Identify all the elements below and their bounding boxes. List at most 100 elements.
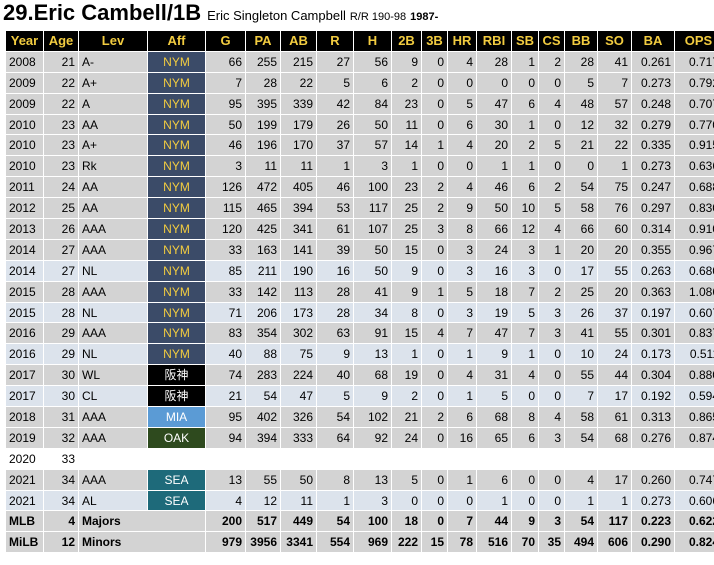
year-cell: 2015 bbox=[5, 280, 44, 303]
stat-cell: 3 bbox=[511, 238, 539, 261]
stat-cell: 23 bbox=[391, 92, 422, 115]
stat-cell: 1 bbox=[476, 155, 512, 178]
stat-cell: 33 bbox=[205, 238, 246, 261]
stat-cell: 120 bbox=[205, 218, 246, 240]
stat-cell: 0 bbox=[391, 489, 422, 512]
column-header: Lev bbox=[78, 30, 148, 52]
stat-cell: 18 bbox=[476, 280, 512, 303]
stat-cell: 339 bbox=[280, 92, 317, 115]
stat-cell: 3 bbox=[205, 155, 246, 178]
stat-cell: 341 bbox=[280, 218, 317, 240]
stat-cell: 41 bbox=[353, 280, 392, 303]
stat-cell: 8 bbox=[447, 218, 477, 240]
totals-stat: 554 bbox=[316, 531, 354, 554]
stat-cell: 1 bbox=[597, 489, 632, 512]
totals-stat: 54 bbox=[564, 510, 598, 533]
stat-cell: 0.770 bbox=[674, 113, 714, 136]
stat-cell: 102 bbox=[353, 406, 392, 428]
affiliate-badge: 阪神 bbox=[147, 385, 206, 408]
stat-cell: 61 bbox=[597, 406, 632, 428]
stat-cell: 83 bbox=[205, 322, 246, 345]
stat-cell: 0.276 bbox=[631, 426, 675, 449]
stat-cell: 7 bbox=[597, 71, 632, 94]
stat-cell: 12 bbox=[511, 218, 539, 240]
column-header: SO bbox=[597, 30, 632, 52]
level-cell: NL bbox=[78, 259, 148, 282]
stat-cell: 0.363 bbox=[631, 280, 675, 303]
stat-cell: 3 bbox=[511, 259, 539, 282]
stat-cell: 4 bbox=[538, 218, 565, 240]
level-cell: AAA bbox=[78, 238, 148, 261]
stat-cell bbox=[205, 447, 246, 470]
stat-cell: 6 bbox=[447, 406, 477, 428]
stat-cell: 1 bbox=[391, 343, 422, 366]
stat-cell: 66 bbox=[476, 218, 512, 240]
totals-body: MLB 4 Majors 200 517 449 54 100 18 0 7 44 9 3 54 117 0.2… bbox=[5, 510, 714, 554]
stat-cell: 0.273 bbox=[631, 155, 675, 178]
stat-cell: 9 bbox=[391, 280, 422, 303]
stat-cell: 39 bbox=[316, 238, 354, 261]
column-header: Age bbox=[43, 30, 79, 52]
stat-cell: 30 bbox=[43, 364, 79, 387]
season-row: 2016 29 AAA NYM 83 354 302 63 91 15 4 7 47 7 3 41 55 0.30… bbox=[5, 322, 714, 345]
totals-stat: 0.824 bbox=[674, 531, 714, 554]
stat-cell: 142 bbox=[245, 280, 281, 303]
stat-cell: 0 bbox=[511, 71, 539, 94]
affiliate-badge: NYM bbox=[147, 134, 206, 157]
stat-cell: 2 bbox=[538, 280, 565, 303]
stat-cell: 0.192 bbox=[631, 385, 675, 408]
stat-cell: 41 bbox=[564, 322, 598, 345]
stat-cell: 3 bbox=[447, 301, 477, 324]
level-cell: WL bbox=[78, 364, 148, 387]
stat-cell: 46 bbox=[316, 176, 354, 199]
player-bats-throws: R/R 190-98 bbox=[349, 11, 407, 23]
stat-cell: 13 bbox=[205, 468, 246, 491]
stat-cell: 0 bbox=[421, 426, 448, 449]
stat-cell: 1 bbox=[316, 155, 354, 178]
stat-cell: 34 bbox=[43, 468, 79, 491]
stat-cell: 4 bbox=[447, 134, 477, 157]
stats-table: Year Age Lev Aff G PA AB R H 2B 3B HR RBI SB CS BB SO BA O… bbox=[5, 30, 714, 554]
stat-cell: 63 bbox=[316, 322, 354, 345]
stat-cell: 0 bbox=[421, 364, 448, 387]
stat-cell: 25 bbox=[391, 218, 422, 240]
stat-cell: 0.967 bbox=[674, 238, 714, 261]
stat-cell: 26 bbox=[43, 218, 79, 240]
stat-cell: 50 bbox=[353, 113, 392, 136]
season-row: 2009 22 A NYM 95 395 339 42 84 23 0 5 47 6 4 48 57 0.248 0… bbox=[5, 92, 714, 115]
stat-cell: 0 bbox=[421, 113, 448, 136]
stat-cell: 22 bbox=[43, 71, 79, 94]
stat-cell: 92 bbox=[353, 426, 392, 449]
stat-cell: 206 bbox=[245, 301, 281, 324]
column-header: Year bbox=[5, 30, 44, 52]
stat-cell: 74 bbox=[205, 364, 246, 387]
stat-cell: 9 bbox=[391, 50, 422, 73]
stat-cell: 1 bbox=[538, 238, 565, 261]
stat-cell: 0.717 bbox=[674, 50, 714, 73]
stat-cell: 4 bbox=[421, 322, 448, 345]
stat-cell: 1 bbox=[421, 134, 448, 157]
stat-cell: 5 bbox=[316, 385, 354, 408]
column-header: SB bbox=[511, 30, 539, 52]
stat-cell: 24 bbox=[391, 426, 422, 449]
stat-cell: 28 bbox=[245, 71, 281, 94]
stat-cell: 33 bbox=[43, 447, 79, 470]
stat-cell: 7 bbox=[205, 71, 246, 94]
stat-cell: 23 bbox=[43, 113, 79, 136]
totals-stat: 15 bbox=[421, 531, 448, 554]
stat-cell: 24 bbox=[43, 176, 79, 199]
column-header: 3B bbox=[421, 30, 448, 52]
season-row: 2012 25 AA NYM 115 465 394 53 117 25 2 9 50 10 5 58 76 0.… bbox=[5, 197, 714, 220]
totals-count: 4 bbox=[43, 510, 79, 533]
stat-cell: 91 bbox=[353, 322, 392, 345]
stat-cell: 94 bbox=[205, 426, 246, 449]
affiliate-badge: NYM bbox=[147, 218, 206, 240]
level-cell: A+ bbox=[78, 71, 148, 94]
season-row: 2010 23 AA NYM 50 199 179 26 50 11 0 6 30 1 0 12 32 0.279… bbox=[5, 113, 714, 136]
stat-cell: 115 bbox=[205, 197, 246, 220]
affiliate-badge: SEA bbox=[147, 489, 206, 512]
stat-cell: 66 bbox=[564, 218, 598, 240]
stat-cell: 4 bbox=[447, 176, 477, 199]
stat-cell: 5 bbox=[447, 280, 477, 303]
